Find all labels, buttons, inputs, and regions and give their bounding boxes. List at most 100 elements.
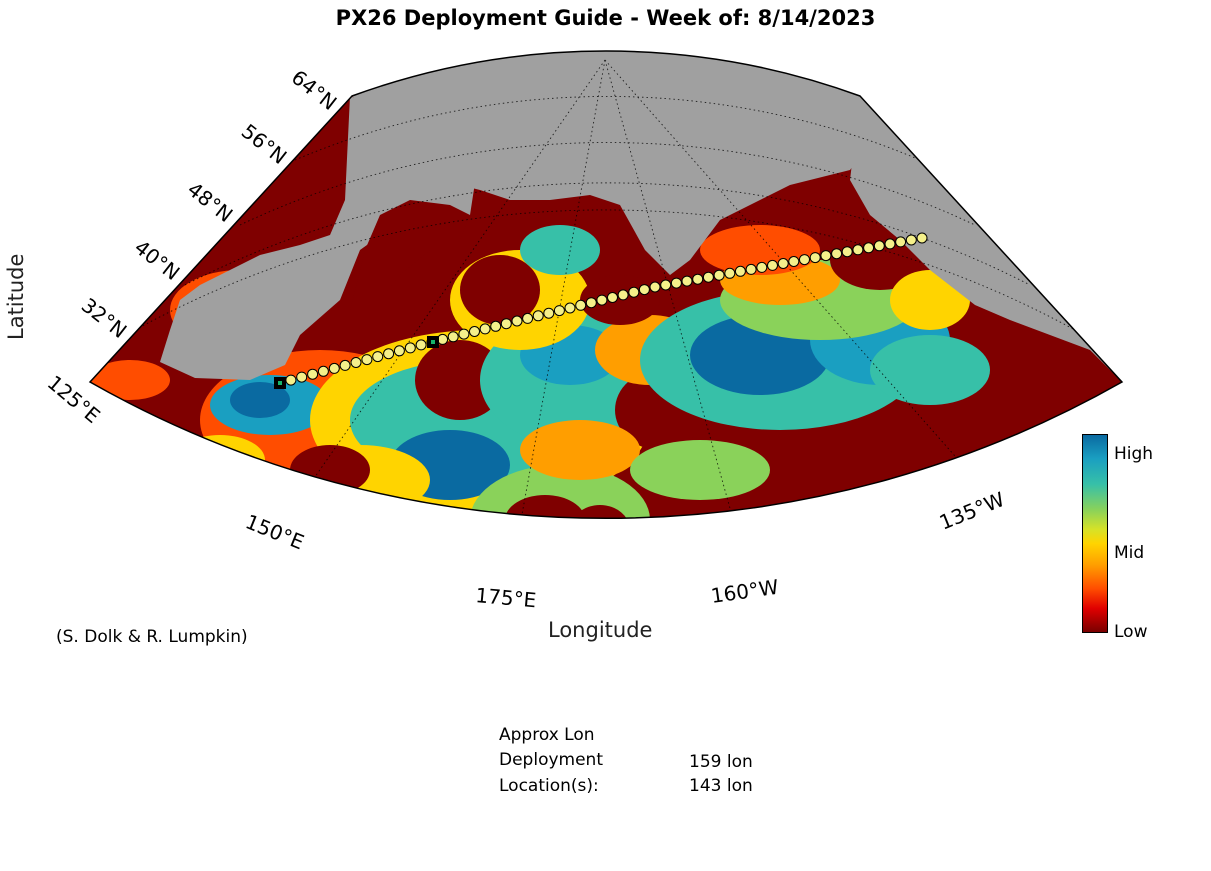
heat-patch <box>175 435 265 485</box>
track-point <box>404 342 416 354</box>
track-point <box>479 323 491 335</box>
track-point <box>767 259 778 271</box>
land-arctic <box>352 51 880 275</box>
track-point <box>372 351 384 363</box>
track-point <box>831 248 843 260</box>
deployment-label-line2: Location(s): <box>499 776 599 796</box>
colorbar <box>1082 434 1108 633</box>
track-point <box>799 254 810 266</box>
track-point <box>692 273 704 285</box>
colorbar-label-mid: Mid <box>1114 543 1145 563</box>
lat-tick-40: 40°N <box>130 235 185 285</box>
track-point <box>788 256 800 267</box>
ship-track <box>274 232 928 389</box>
track-point <box>884 238 896 250</box>
heat-patch <box>470 465 650 519</box>
y-axis-label: Latitude <box>4 253 28 340</box>
track-point <box>296 371 308 383</box>
track-point <box>617 289 629 301</box>
land-asia <box>160 96 480 380</box>
land-alaska <box>850 96 1122 382</box>
track-point <box>841 246 853 258</box>
track-point <box>285 374 297 386</box>
map-frame <box>88 50 1124 519</box>
track-point <box>724 267 736 279</box>
track-point <box>734 265 746 277</box>
heat-patch <box>290 445 370 495</box>
track-point <box>564 302 576 314</box>
lon-tick-150e: 150°E <box>242 509 307 554</box>
track-point <box>328 362 340 374</box>
track-point <box>638 284 650 296</box>
land-kamchatka <box>350 200 470 310</box>
track-point <box>777 258 789 269</box>
track-point <box>361 354 373 366</box>
deployment-header: Approx Lon <box>499 725 595 745</box>
track-point <box>895 236 907 248</box>
heat-patch <box>230 382 290 418</box>
track-point <box>317 365 329 377</box>
heat-patch <box>870 335 990 405</box>
track-point <box>339 359 351 371</box>
track-point <box>553 305 565 317</box>
track-point <box>532 310 544 322</box>
deployment-label-line1: Deployment <box>499 750 603 770</box>
colorbar-label-high: High <box>1114 444 1154 464</box>
track-point <box>873 240 885 252</box>
colorbar-label-low: Low <box>1114 622 1148 642</box>
heat-patch <box>415 340 505 420</box>
track-point <box>511 315 523 327</box>
credit-text: (S. Dolk & R. Lumpkin) <box>56 627 248 647</box>
deployment-location-2: 143 lon <box>689 776 753 796</box>
track-point <box>596 294 608 306</box>
track-point <box>670 277 682 289</box>
track-point <box>543 307 555 319</box>
track-point <box>350 357 362 368</box>
track-point <box>575 299 587 311</box>
heat-patch <box>460 255 540 325</box>
lat-tick-64: 64°N <box>287 65 342 115</box>
track-point <box>458 328 470 340</box>
track-point <box>490 320 502 332</box>
lon-tick-160w: 160°W <box>709 575 780 608</box>
track-point <box>585 297 597 309</box>
track-point <box>745 263 757 275</box>
track-point <box>681 275 693 287</box>
track-point <box>905 234 917 246</box>
deployment-marker-143 <box>274 377 286 389</box>
track-point <box>820 250 832 262</box>
track-point <box>628 286 640 298</box>
heat-patch <box>520 225 600 275</box>
track-point <box>649 281 661 293</box>
track-point <box>852 244 864 256</box>
track-point <box>713 269 725 281</box>
track-point <box>916 232 928 244</box>
lat-tick-56: 56°N <box>237 119 292 169</box>
track-point <box>469 326 480 337</box>
heat-patch <box>90 360 170 400</box>
track-point <box>863 242 875 254</box>
heat-patch <box>520 420 640 480</box>
track-point <box>307 368 319 380</box>
track-point <box>809 252 821 264</box>
track-point <box>383 348 395 360</box>
lon-tick-135w: 135°W <box>936 487 1008 535</box>
track-point <box>522 312 534 324</box>
heat-patch <box>570 505 630 519</box>
track-point <box>415 339 427 351</box>
heat-patch <box>630 440 770 500</box>
lon-tick-175e: 175°E <box>475 583 538 612</box>
heat-patch <box>505 495 585 519</box>
lat-tick-32: 32°N <box>77 293 132 343</box>
graticule <box>134 59 1076 519</box>
page-title: PX26 Deployment Guide - Week of: 8/14/20… <box>335 6 876 30</box>
track-point <box>756 261 768 273</box>
track-point <box>500 318 512 330</box>
track-point <box>702 271 714 283</box>
deployment-location-1: 159 lon <box>689 752 753 772</box>
lat-tick-48: 48°N <box>183 177 238 227</box>
track-point <box>437 333 449 345</box>
x-axis-label: Longitude <box>548 618 653 642</box>
